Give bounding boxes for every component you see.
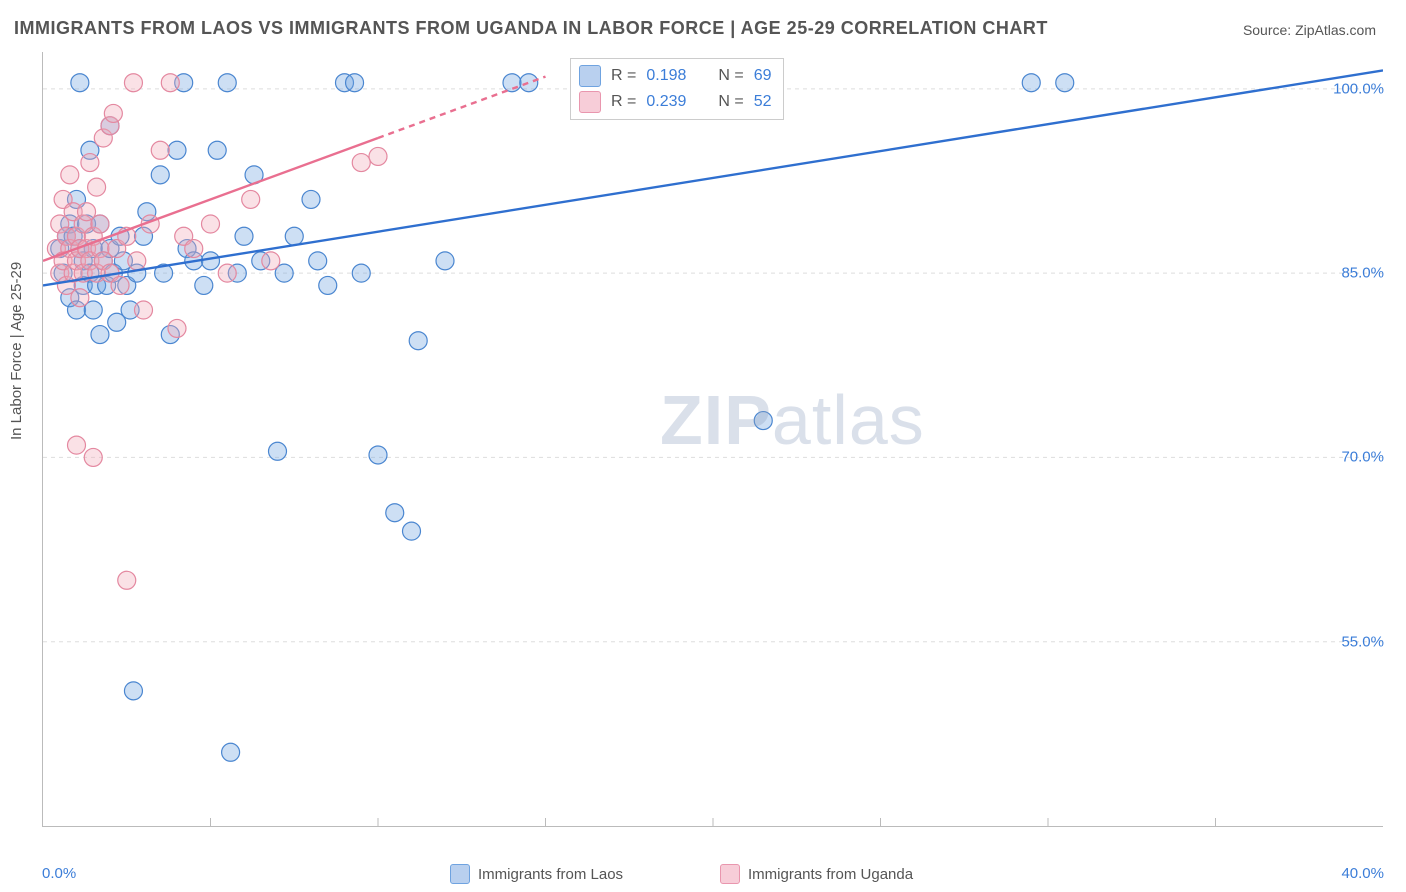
r-label: R = xyxy=(611,67,636,85)
legend-item-uganda: Immigrants from Uganda xyxy=(720,864,913,884)
chart-frame xyxy=(42,52,1383,827)
y-tick-label: 55.0% xyxy=(1341,633,1384,650)
legend-item-laos: Immigrants from Laos xyxy=(450,864,623,884)
y-tick-label: 100.0% xyxy=(1333,80,1384,97)
r-label: R = xyxy=(611,93,636,111)
n-label: N = xyxy=(718,93,743,111)
x-axis-max-label: 40.0% xyxy=(1341,865,1384,882)
correlation-row-laos: R = 0.198 N = 69 xyxy=(579,63,771,89)
n-value-uganda: 52 xyxy=(754,93,772,111)
scatter-plot xyxy=(43,52,1383,826)
chart-title: IMMIGRANTS FROM LAOS VS IMMIGRANTS FROM … xyxy=(14,18,1048,39)
correlation-legend: R = 0.198 N = 69 R = 0.239 N = 52 xyxy=(570,58,784,120)
legend-swatch-uganda xyxy=(720,864,740,884)
legend-swatch-laos xyxy=(450,864,470,884)
legend-label-laos: Immigrants from Laos xyxy=(478,866,623,883)
n-label: N = xyxy=(718,67,743,85)
y-tick-label: 70.0% xyxy=(1341,449,1384,466)
r-value-laos: 0.198 xyxy=(646,67,702,85)
legend-label-uganda: Immigrants from Uganda xyxy=(748,866,913,883)
n-value-laos: 69 xyxy=(754,67,772,85)
r-value-uganda: 0.239 xyxy=(646,93,702,111)
source-attribution: Source: ZipAtlas.com xyxy=(1243,22,1376,38)
y-tick-label: 85.0% xyxy=(1341,265,1384,282)
correlation-row-uganda: R = 0.239 N = 52 xyxy=(579,89,771,115)
x-axis-min-label: 0.0% xyxy=(42,865,76,882)
corr-swatch-uganda xyxy=(579,91,601,113)
corr-swatch-laos xyxy=(579,65,601,87)
y-axis-label: In Labor Force | Age 25-29 xyxy=(8,262,25,440)
